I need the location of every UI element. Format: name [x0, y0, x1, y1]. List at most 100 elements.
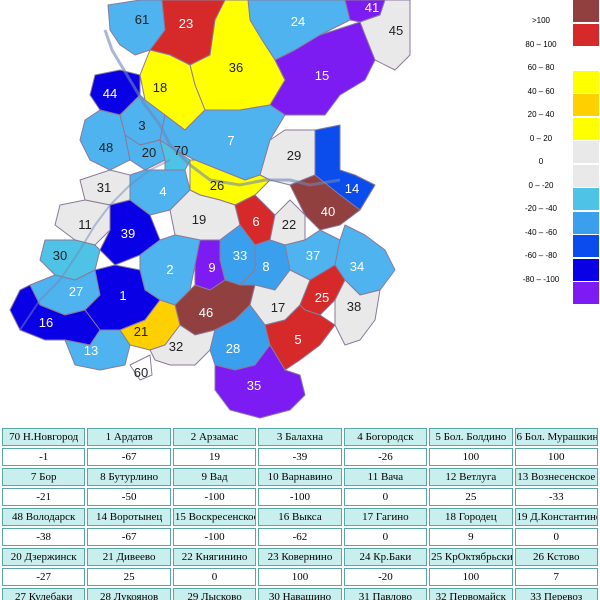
- district-name-cell: 30 Навашино: [258, 588, 342, 600]
- district-13[interactable]: [64, 329, 131, 371]
- legend-swatch: [573, 117, 599, 140]
- district-label-16: 16: [39, 315, 53, 330]
- district-value-cell: 100: [429, 568, 513, 586]
- legend-swatch: [573, 282, 599, 304]
- district-label-14: 14: [345, 181, 359, 196]
- legend-label: 20 – 40: [527, 110, 555, 119]
- legend-label: -60 – -80: [524, 251, 558, 260]
- district-value-cell: -62: [258, 528, 342, 546]
- table-value-row: -38 -67 -100 -62 0 9 0: [2, 528, 598, 546]
- district-name-cell: 18 Городец: [429, 508, 513, 526]
- district-label-1: 1: [119, 288, 126, 303]
- district-name-cell: 8 Бутурлино: [87, 468, 171, 486]
- district-name-cell: 19 Д.Константиново: [514, 508, 598, 526]
- district-60[interactable]: [129, 354, 153, 381]
- district-label-36: 36: [229, 60, 243, 75]
- district-value-cell: 0: [343, 488, 428, 506]
- legend-swatch: [573, 23, 599, 46]
- district-name-cell: 13 Вознесенское: [514, 468, 598, 486]
- legend-swatch: [573, 70, 599, 93]
- district-name-cell: 14 Воротынец: [87, 508, 171, 526]
- district-label-24: 24: [291, 14, 305, 29]
- district-label-33: 33: [233, 248, 247, 263]
- table-value-row: -27 25 0 100 -20 100 7: [2, 568, 598, 586]
- district-name-cell: 24 Кр.Баки: [343, 548, 428, 566]
- district-label-48: 48: [99, 140, 113, 155]
- district-value-cell: 25: [87, 568, 171, 586]
- district-name-cell: 7 Бор: [2, 468, 86, 486]
- district-label-15: 15: [315, 68, 329, 83]
- district-name-cell: 70 Н.Новгород: [2, 428, 86, 446]
- legend-label: 80 – 100: [525, 39, 557, 49]
- table-name-row: 7 Бор 8 Бутурлино 9 Вад 10 Варнавино 11 Вача…: [2, 468, 598, 486]
- district-value-cell: -100: [258, 488, 342, 506]
- river-volga: [103, 29, 341, 187]
- region-map: 61 23 24 41 45 36 15 18 44 3 7 48 20 70 …: [9, 0, 411, 419]
- district-value-cell: 100: [429, 448, 513, 466]
- district-value-cell: -20: [343, 568, 428, 586]
- district-label-37: 37: [306, 248, 320, 263]
- district-name-cell: 26 Кстово: [514, 548, 598, 566]
- district-label-40: 40: [321, 204, 335, 219]
- district-value-cell: 25: [429, 488, 513, 506]
- district-name-cell: 15 Воскресенское: [172, 508, 257, 526]
- district-value-cell: 100: [514, 448, 598, 466]
- district-38[interactable]: [334, 279, 381, 346]
- district-label-70: 70: [174, 143, 188, 158]
- legend-swatch: [573, 0, 599, 22]
- district-name-cell: 20 Дзержинск: [2, 548, 86, 566]
- district-40[interactable]: [289, 174, 361, 231]
- district-label-17: 17: [271, 300, 285, 315]
- district-value-cell: -50: [87, 488, 171, 506]
- district-value-cell: -33: [514, 488, 598, 506]
- district-name-cell: 33 Перевоз: [514, 588, 598, 600]
- district-name-cell: 11 Вача: [343, 468, 428, 486]
- district-value-cell: -100: [172, 528, 257, 546]
- district-label-20: 20: [142, 145, 156, 160]
- district-label-60: 60: [134, 365, 148, 380]
- legend-swatch: [573, 94, 599, 116]
- district-value-cell: -67: [87, 448, 171, 466]
- legend-label: 0 – -20: [528, 180, 554, 190]
- district-value-cell: 100: [258, 568, 342, 586]
- district-data-table: 70 Н.Новгород 1 Ардатов 2 Арзамас 3 Балахна…: [0, 426, 600, 600]
- legend-label: 60 – 80: [527, 63, 555, 72]
- district-name-cell: 29 Лысково: [172, 588, 257, 600]
- district-value-cell: -21: [2, 488, 86, 506]
- district-label-45: 45: [389, 23, 403, 38]
- district-name-cell: 22 Княгинино: [172, 548, 257, 566]
- legend-swatch: [573, 188, 599, 210]
- legend-swatch: [573, 47, 599, 69]
- district-value-cell: -67: [87, 528, 171, 546]
- district-label-23: 23: [179, 16, 193, 31]
- district-label-41: 41: [365, 0, 379, 15]
- district-label-19: 19: [192, 212, 206, 227]
- district-value-cell: 0: [514, 528, 598, 546]
- legend-label: 0: [538, 157, 544, 166]
- table-value-row: -21 -50 -100 -100 0 25 -33: [2, 488, 598, 506]
- district-name-cell: 1 Ардатов: [87, 428, 171, 446]
- district-value-cell: 19: [172, 448, 257, 466]
- district-label-31: 31: [97, 180, 111, 195]
- legend-label: -40 – -60: [524, 227, 558, 237]
- district-label-32: 32: [169, 339, 183, 354]
- district-11[interactable]: [54, 199, 111, 246]
- district-value-cell: 0: [172, 568, 257, 586]
- legend-label: -20 – -40: [524, 204, 558, 213]
- legend-label: -80 – -100: [522, 274, 560, 284]
- district-35[interactable]: [214, 344, 306, 419]
- river-oka: [19, 159, 171, 331]
- district-value-cell: 7: [514, 568, 598, 586]
- district-15[interactable]: [269, 21, 376, 116]
- district-label-8: 8: [262, 259, 269, 274]
- district-label-13: 13: [84, 343, 98, 358]
- district-label-11: 11: [78, 217, 92, 232]
- district-value-cell: -26: [343, 448, 428, 466]
- district-name-cell: 12 Ветлуга: [429, 468, 513, 486]
- district-name-cell: 10 Варнавино: [258, 468, 342, 486]
- district-name-cell: 27 Кулебаки: [2, 588, 86, 600]
- district-label-38: 38: [347, 299, 361, 314]
- district-name-cell: 5 Бол. Болдино: [429, 428, 513, 446]
- district-name-cell: 3 Балахна: [258, 428, 342, 446]
- district-table: 70 Н.Новгород 1 Ардатов 2 Арзамас 3 Балахна…: [0, 426, 600, 600]
